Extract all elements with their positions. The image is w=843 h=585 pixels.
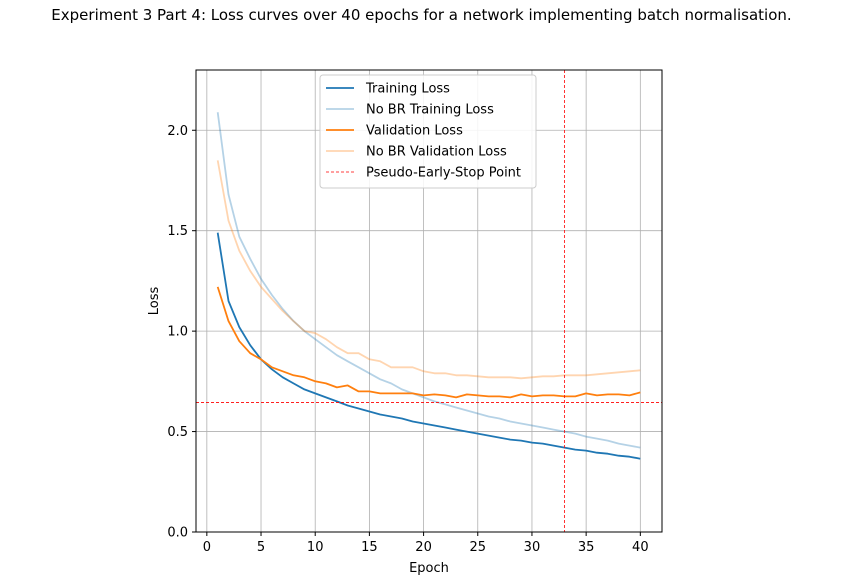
- legend-label: Training Loss: [365, 82, 450, 97]
- x-tick-label: 15: [361, 540, 378, 555]
- legend-box: [319, 74, 537, 189]
- y-tick-label: 1.0: [167, 325, 188, 340]
- y-tick-label: 0.5: [167, 425, 188, 440]
- y-tick-label: 0.0: [167, 526, 188, 541]
- x-axis-label: Epoch: [409, 561, 449, 576]
- x-tick-label: 35: [578, 540, 595, 555]
- series-line-2: [216, 286, 641, 399]
- x-tick-label: 30: [524, 540, 541, 555]
- x-tick-label: 40: [632, 540, 649, 555]
- legend-label: Pseudo-Early-Stop Point: [366, 166, 521, 181]
- x-tick-label: 10: [307, 540, 324, 555]
- series-line-0: [216, 232, 641, 460]
- x-tick-label: 20: [415, 540, 432, 555]
- x-tick-label: 25: [469, 540, 486, 555]
- legend-label: Validation Loss: [366, 124, 463, 139]
- series-line-1: [216, 112, 641, 449]
- y-tick-label: 2.0: [167, 124, 188, 139]
- plot-frame: [195, 69, 663, 533]
- legend-label: No BR Training Loss: [366, 103, 494, 118]
- y-tick-label: 1.5: [167, 224, 188, 239]
- chart-title: Experiment 3 Part 4: Loss curves over 40…: [51, 6, 792, 24]
- legend-label: No BR Validation Loss: [366, 145, 507, 160]
- series-line-3: [216, 160, 641, 380]
- y-axis-label: Loss: [147, 287, 162, 316]
- x-tick-label: 5: [257, 540, 265, 555]
- x-tick-label: 0: [203, 540, 211, 555]
